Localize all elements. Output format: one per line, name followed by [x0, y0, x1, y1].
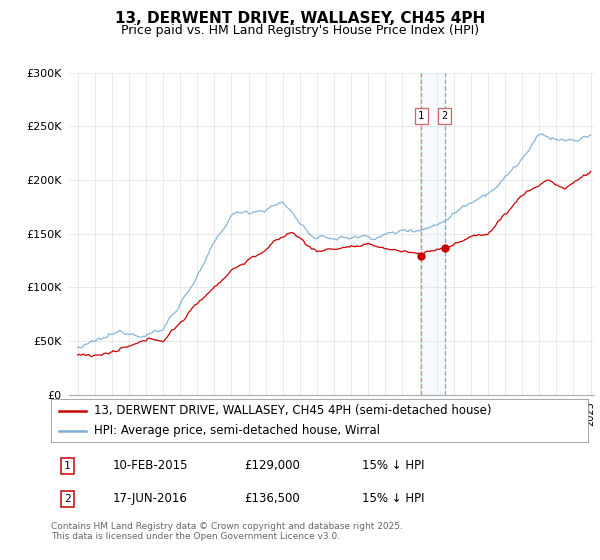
Text: 15% ↓ HPI: 15% ↓ HPI — [362, 492, 425, 505]
Text: 17-JUN-2016: 17-JUN-2016 — [113, 492, 188, 505]
Text: 13, DERWENT DRIVE, WALLASEY, CH45 4PH: 13, DERWENT DRIVE, WALLASEY, CH45 4PH — [115, 11, 485, 26]
Text: 2: 2 — [64, 494, 70, 503]
Text: HPI: Average price, semi-detached house, Wirral: HPI: Average price, semi-detached house,… — [94, 424, 380, 437]
Text: 15% ↓ HPI: 15% ↓ HPI — [362, 459, 425, 472]
Text: 1: 1 — [418, 111, 424, 122]
Text: £136,500: £136,500 — [244, 492, 300, 505]
Bar — [421, 73, 445, 395]
Point — [440, 244, 449, 253]
Text: 2: 2 — [442, 111, 448, 122]
Text: £129,000: £129,000 — [244, 459, 300, 472]
Text: 1: 1 — [64, 461, 70, 470]
Point — [416, 252, 426, 261]
Text: 13, DERWENT DRIVE, WALLASEY, CH45 4PH (semi-detached house): 13, DERWENT DRIVE, WALLASEY, CH45 4PH (s… — [94, 404, 491, 417]
Text: 10-FEB-2015: 10-FEB-2015 — [113, 459, 188, 472]
Text: Price paid vs. HM Land Registry's House Price Index (HPI): Price paid vs. HM Land Registry's House … — [121, 24, 479, 37]
Text: Contains HM Land Registry data © Crown copyright and database right 2025.
This d: Contains HM Land Registry data © Crown c… — [51, 522, 403, 542]
